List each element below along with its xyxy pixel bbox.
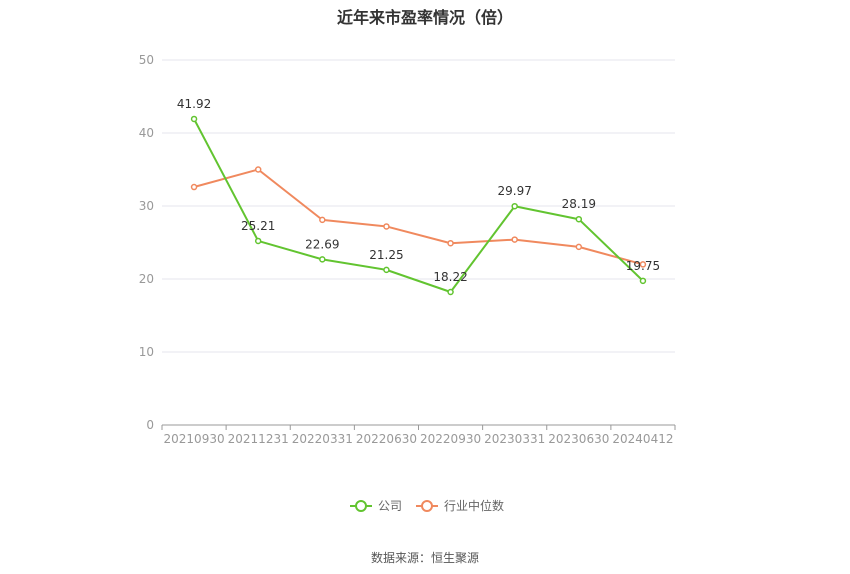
x-tick-label: 20211231 xyxy=(228,432,289,446)
data-source-note: 数据来源：恒生聚源 xyxy=(370,551,479,565)
data-point[interactable] xyxy=(639,277,647,285)
legend-marker xyxy=(355,500,367,512)
chart-title: 近年来市盈率情况（倍） xyxy=(336,8,513,27)
data-point[interactable] xyxy=(319,256,326,263)
y-tick-label: 30 xyxy=(139,199,154,213)
data-label: 28.19 xyxy=(562,197,596,211)
data-label: 29.97 xyxy=(498,184,532,198)
legend-item-1[interactable]: 行业中位数 xyxy=(416,498,504,513)
series-group: 41.92 25.21 22.69 21.25 18.22 29.97 28.19 19.75 xyxy=(177,97,660,296)
data-label: 41.92 xyxy=(177,97,211,111)
data-point[interactable] xyxy=(639,261,647,268)
data-point[interactable] xyxy=(383,223,390,230)
data-label: 21.25 xyxy=(369,248,403,262)
data-point[interactable] xyxy=(190,115,198,123)
x-tick-label: 20210930 xyxy=(164,432,225,446)
y-tick-label: 40 xyxy=(139,126,154,140)
data-point[interactable] xyxy=(575,243,583,251)
data-label: 22.69 xyxy=(305,237,339,251)
x-tick-label: 20230331 xyxy=(484,432,545,446)
data-point[interactable] xyxy=(575,215,583,223)
x-tick-label: 20240412 xyxy=(612,432,673,446)
data-point[interactable] xyxy=(511,202,518,210)
x-tick-label: 20230630 xyxy=(548,432,609,446)
legend[interactable]: 公司 行业中位数 xyxy=(350,498,504,513)
series-line-0 xyxy=(193,118,644,293)
x-tick-label: 20220331 xyxy=(292,432,353,446)
legend-label: 行业中位数 xyxy=(444,498,504,513)
legend-item-0[interactable]: 公司 xyxy=(350,499,402,513)
x-axis: 20210930 20211231 20220331 20220630 20220930… xyxy=(161,424,676,446)
legend-marker xyxy=(421,500,433,512)
data-point[interactable] xyxy=(254,166,262,173)
y-tick-label: 0 xyxy=(146,418,154,432)
series-line-1 xyxy=(193,168,644,266)
grid-lines xyxy=(162,59,675,353)
data-point[interactable] xyxy=(190,183,198,191)
x-tick-label: 20220930 xyxy=(420,432,481,446)
y-axis: 0 10 20 30 40 50 xyxy=(139,53,154,432)
data-point[interactable] xyxy=(319,216,326,224)
data-point[interactable] xyxy=(254,237,262,245)
x-tick-label: 20220630 xyxy=(356,432,417,446)
data-point[interactable] xyxy=(447,288,454,296)
data-label: 25.21 xyxy=(241,219,275,233)
y-tick-label: 20 xyxy=(139,272,154,286)
data-point[interactable] xyxy=(447,239,454,247)
data-label: 18.22 xyxy=(433,270,467,284)
y-tick-label: 10 xyxy=(139,345,154,359)
data-label: 19.75 xyxy=(626,259,660,273)
y-tick-label: 50 xyxy=(139,53,154,67)
data-point[interactable] xyxy=(383,266,390,274)
data-point[interactable] xyxy=(511,236,518,243)
legend-label: 公司 xyxy=(378,499,402,513)
